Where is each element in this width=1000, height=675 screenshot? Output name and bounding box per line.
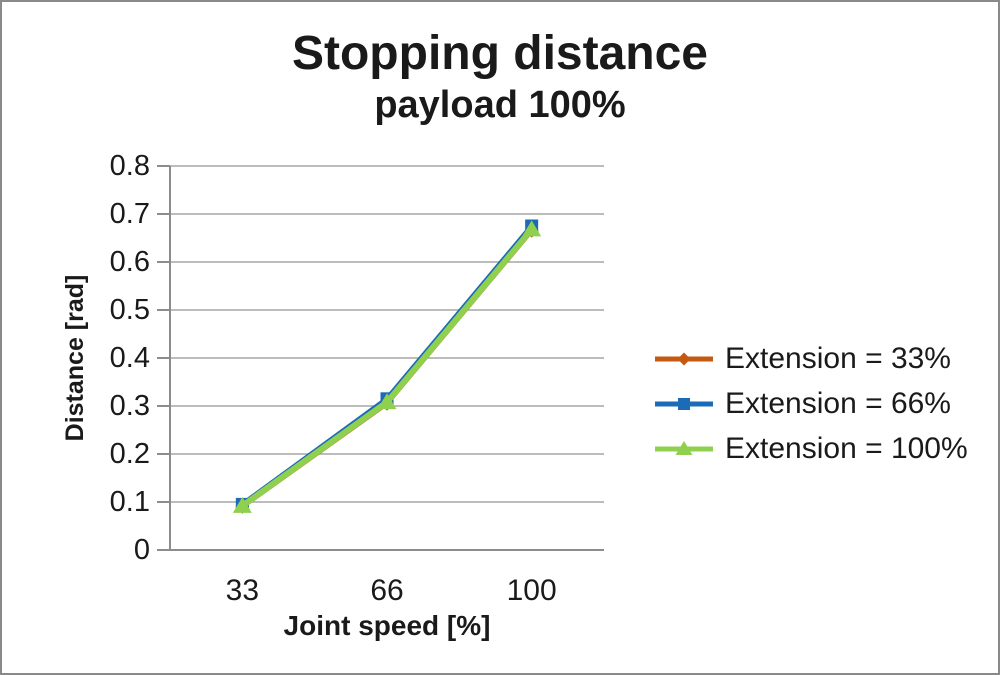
y-axis-title: Distance [rad] — [61, 274, 89, 442]
legend-swatch — [655, 352, 713, 366]
chart-subtitle: payload 100% — [374, 84, 626, 126]
data-point-triangle — [232, 496, 252, 513]
y-tick-label: 0 — [133, 534, 150, 566]
y-tick-label: 0.3 — [109, 390, 150, 422]
legend-swatch — [655, 398, 713, 410]
legend-label: Extension = 33% — [725, 342, 951, 375]
legend-item: Extension = 100% — [655, 432, 968, 466]
y-tick-label: 0.5 — [109, 294, 150, 326]
series-line — [240, 227, 534, 509]
x-tick-label: 100 — [506, 574, 557, 607]
x-tick-label: 66 — [370, 574, 404, 607]
legend-item: Extension = 33% — [655, 342, 968, 376]
legend-swatch — [655, 441, 713, 455]
data-point-triangle — [522, 220, 542, 237]
y-tick-label: 0.2 — [109, 438, 150, 470]
series-line — [240, 224, 534, 507]
y-tick-label: 0.1 — [109, 486, 150, 518]
legend-label: Extension = 100% — [725, 432, 968, 465]
y-tick-label: 0.8 — [109, 150, 150, 182]
y-tick-label: 0.7 — [109, 198, 150, 230]
series-line — [241, 229, 534, 509]
data-point-square — [678, 398, 690, 410]
legend-label: Extension = 66% — [725, 387, 951, 420]
x-axis-title: Joint speed [%] — [283, 610, 491, 641]
data-point-triangle — [377, 393, 397, 410]
legend-item: Extension = 66% — [655, 387, 968, 421]
y-tick-label: 0.4 — [109, 342, 150, 374]
chart-title: Stopping distance — [291, 27, 708, 80]
legend: Extension = 33% Extension = 66% Extension … — [655, 342, 968, 466]
y-tick-label: 0.6 — [109, 246, 150, 278]
x-tick-label: 33 — [225, 574, 260, 607]
data-point-triangle — [675, 441, 693, 455]
data-point-diamond — [677, 352, 691, 366]
